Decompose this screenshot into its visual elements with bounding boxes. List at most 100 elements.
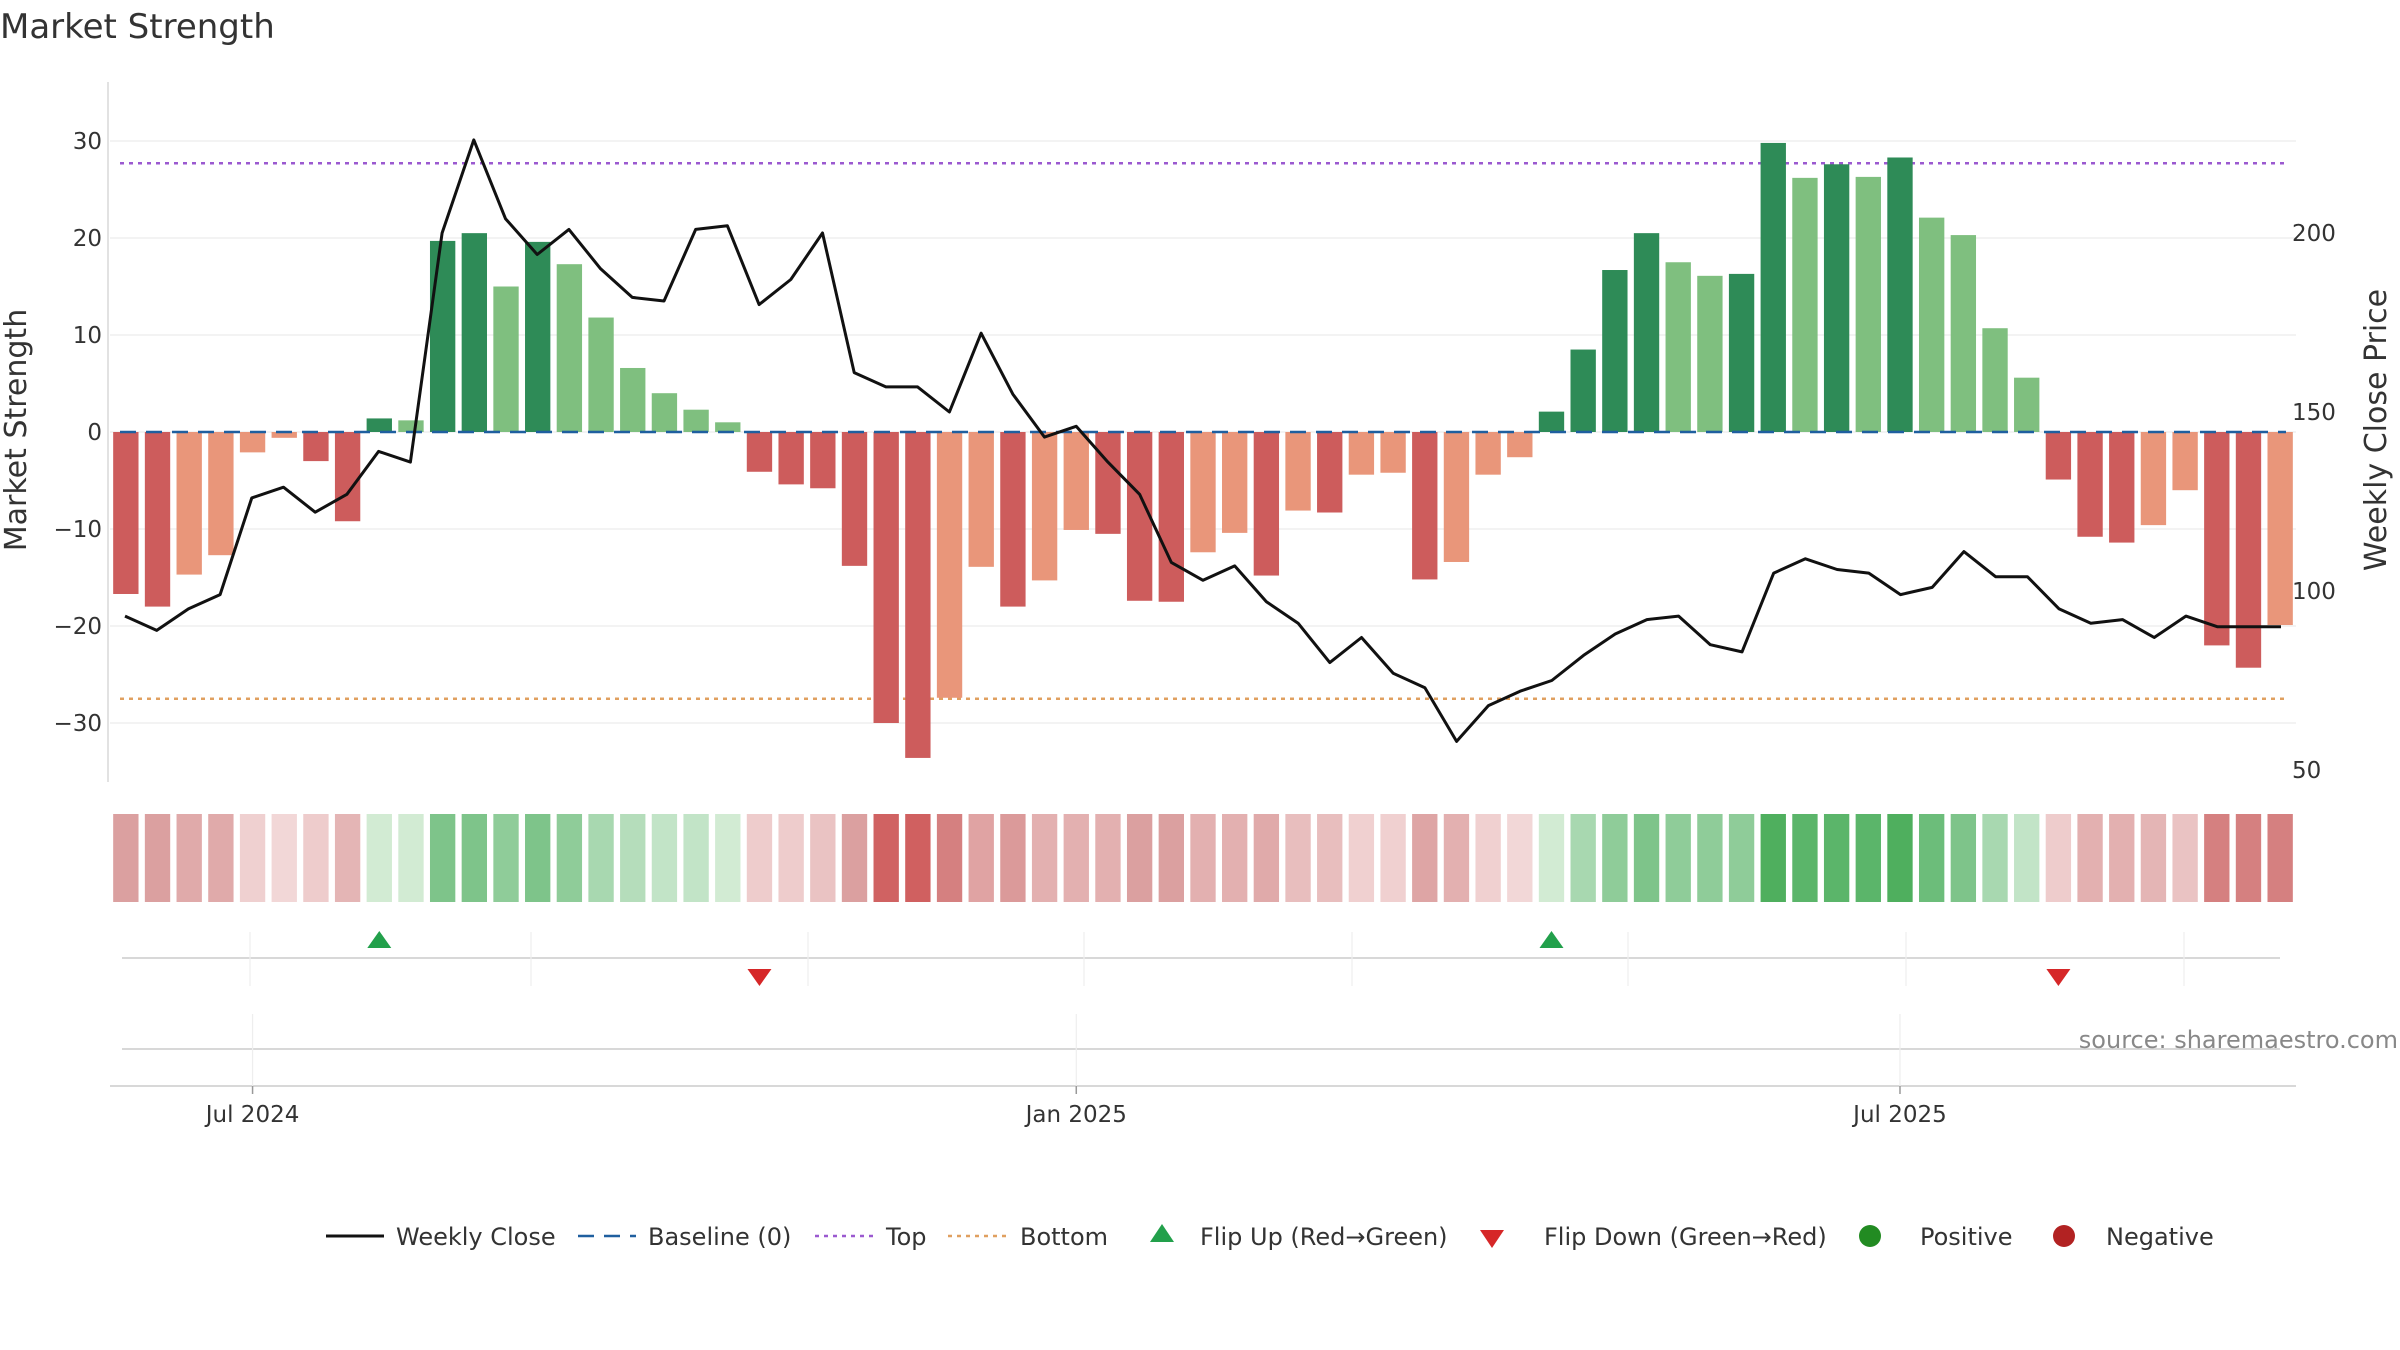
heat-cell <box>1222 814 1248 902</box>
heat-cell <box>2204 814 2230 902</box>
heat-cell <box>239 814 266 902</box>
heat-cell <box>1380 814 1406 902</box>
strength-bar <box>841 432 868 566</box>
strength-bar <box>1158 432 1184 602</box>
strength-bar <box>556 264 583 432</box>
heat-cell <box>1950 814 1977 902</box>
heat-cell <box>1253 814 1280 902</box>
strength-bar <box>1063 432 1089 530</box>
strength-bar <box>1126 432 1153 601</box>
legend-item: Positive <box>1859 1223 2013 1251</box>
flip-down-marker <box>747 969 772 986</box>
y2-axis-label: Weekly Close Price <box>2359 289 2394 571</box>
strength-bar <box>1412 432 1438 580</box>
heat-cell <box>429 814 456 902</box>
y2-tick-label: 200 <box>2292 221 2336 247</box>
strength-bar <box>525 241 551 432</box>
strength-bar <box>398 420 424 432</box>
heat-cell <box>2140 814 2167 902</box>
strength-bar <box>1507 432 1533 458</box>
heat-cell <box>1570 814 1596 902</box>
heat-cell <box>1538 814 1565 902</box>
heat-cell <box>398 814 424 902</box>
heat-cell <box>651 814 678 902</box>
strength-bar <box>1317 432 1343 513</box>
strength-bar <box>1950 235 1977 432</box>
legend: Weekly Close Baseline (0) Top Bottom Flip Up… <box>326 1223 2214 1251</box>
legend-item: Top <box>815 1223 927 1251</box>
flip-markers-panel <box>122 931 2280 1050</box>
strength-bar <box>144 432 171 607</box>
strength-bar <box>1918 217 1945 432</box>
x-tick-label: Jul 2024 <box>204 1102 300 1128</box>
strength-bar <box>429 240 456 432</box>
strength-bar <box>1697 275 1723 432</box>
heat-cell <box>1728 814 1755 902</box>
legend-label: Flip Down (Green→Red) <box>1544 1223 1827 1251</box>
heat-cell <box>1855 814 1881 902</box>
heat-cell <box>2014 814 2040 902</box>
heat-cell <box>271 814 297 902</box>
strength-bar <box>1031 432 1058 581</box>
heat-cell <box>1602 814 1628 902</box>
legend-label: Negative <box>2106 1223 2214 1251</box>
heat-cell <box>1348 814 1375 902</box>
strength-bar <box>1982 328 2008 432</box>
heat-cell <box>1285 814 1311 902</box>
strength-bar <box>1475 432 1501 475</box>
strength-bars <box>113 142 2293 758</box>
right-axis: 50 100 150 200 <box>2292 221 2336 784</box>
heat-cell <box>525 814 551 902</box>
strength-bar <box>113 432 139 594</box>
strength-bar <box>2045 432 2072 480</box>
strength-bar <box>1222 432 1248 533</box>
strength-bar <box>746 432 773 472</box>
legend-positive-icon <box>1859 1225 1881 1247</box>
strength-bar <box>1380 432 1406 473</box>
strength-bar <box>620 367 646 432</box>
heat-cell <box>303 814 329 902</box>
heat-cell <box>1412 814 1438 902</box>
strength-bar <box>1728 273 1755 432</box>
heat-cell <box>1697 814 1723 902</box>
strength-bar <box>968 432 994 567</box>
strength-bar <box>1538 411 1565 432</box>
heat-cell <box>810 814 836 902</box>
y-tick-label: −20 <box>53 614 102 640</box>
heat-cell <box>873 814 899 902</box>
heat-cell <box>176 814 202 902</box>
strength-bar <box>2109 432 2135 543</box>
legend-negative-icon <box>2053 1225 2075 1247</box>
x-tick-label: Jan 2025 <box>1024 1102 1127 1128</box>
heat-cell <box>144 814 171 902</box>
strength-bar <box>1633 233 1660 432</box>
strength-bar <box>366 418 392 432</box>
heat-cell <box>1095 814 1121 902</box>
strength-bar <box>239 432 266 453</box>
legend-item: Bottom <box>948 1223 1108 1251</box>
y-tick-label: 10 <box>73 323 102 349</box>
heat-cell <box>1760 814 1786 902</box>
strength-bar <box>936 432 963 698</box>
legend-label: Flip Up (Red→Green) <box>1200 1223 1448 1251</box>
strength-bar <box>905 432 931 758</box>
heat-cell <box>936 814 963 902</box>
legend-flip-up-icon <box>1150 1224 1174 1242</box>
heat-cell <box>1443 814 1470 902</box>
strength-bar <box>2235 432 2262 668</box>
legend-label: Weekly Close <box>396 1223 556 1251</box>
heat-cell <box>1982 814 2008 902</box>
strength-bar <box>1443 432 1470 562</box>
heat-cell <box>588 814 614 902</box>
heat-cell <box>905 814 931 902</box>
strength-bar <box>1190 432 1216 553</box>
strength-bar <box>715 422 741 432</box>
heat-cell <box>2045 814 2072 902</box>
heat-cell <box>1633 814 1660 902</box>
x-tick-label: Jul 2025 <box>1851 1102 1947 1128</box>
strength-bar <box>1855 176 1881 432</box>
legend-flip-down-icon <box>1480 1230 1504 1248</box>
heat-cell <box>334 814 361 902</box>
y-tick-label: 20 <box>73 226 102 252</box>
heat-cell <box>683 814 709 902</box>
